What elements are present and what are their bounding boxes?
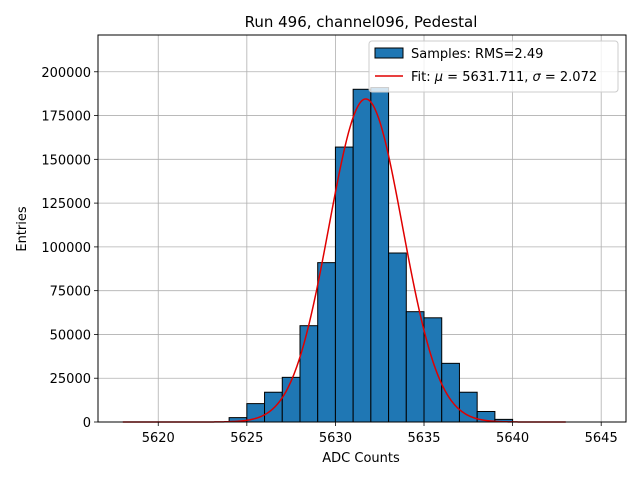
x-tick-label: 5635 xyxy=(407,431,440,446)
y-tick-label: 25000 xyxy=(50,372,91,387)
y-axis-label: Entries xyxy=(15,206,30,252)
y-tick-label: 200000 xyxy=(41,66,91,81)
histogram-bar xyxy=(405,311,425,423)
histogram-bar xyxy=(423,317,443,423)
y-tick-label: 50000 xyxy=(50,328,91,343)
histogram-bar xyxy=(299,325,319,423)
legend-box xyxy=(368,40,619,93)
histogram-bar xyxy=(388,252,407,423)
x-tick-label: 5640 xyxy=(496,431,529,446)
histogram-bar xyxy=(264,391,283,423)
x-tick-label: 5625 xyxy=(230,431,263,446)
histogram-bar xyxy=(441,362,460,423)
y-tick-label: 75000 xyxy=(50,285,91,300)
axis-ticks: 5620 5625 5630 5635 5640 5645 0 25000 50000 75000… xyxy=(41,66,617,446)
histogram-bar xyxy=(334,146,354,423)
legend-samples-label: Samples: RMS=2.49 xyxy=(411,47,543,62)
legend-fit-mu-symbol: μ xyxy=(434,70,443,85)
legend-fit-mu-value: = 5631.711, xyxy=(443,70,532,85)
y-tick-label: 175000 xyxy=(41,110,91,125)
histogram-bar xyxy=(317,262,336,423)
legend-fit-sigma-value: = 2.072 xyxy=(541,70,597,85)
legend: Samples: RMS=2.49 Fit: μ = 5631.711, σ =… xyxy=(368,40,619,93)
y-tick-label: 150000 xyxy=(41,153,91,168)
histogram-bar xyxy=(352,88,372,423)
x-tick-label: 5645 xyxy=(585,431,618,446)
y-tick-label: 0 xyxy=(83,416,91,431)
legend-fit-sigma-symbol: σ xyxy=(533,70,542,85)
y-tick-label: 100000 xyxy=(41,241,91,256)
x-tick-label: 5620 xyxy=(142,431,175,446)
chart-title: Run 496, channel096, Pedestal xyxy=(245,13,478,31)
x-axis-label: ADC Counts xyxy=(322,451,400,466)
y-tick-label: 125000 xyxy=(41,197,91,212)
legend-samples-swatch xyxy=(374,47,404,59)
histogram-bars xyxy=(228,87,514,423)
histogram-bar xyxy=(281,376,301,423)
plot-frame xyxy=(97,34,627,423)
legend-fit-prefix: Fit: xyxy=(411,70,435,85)
x-tick-label: 5630 xyxy=(319,431,352,446)
histogram-bar xyxy=(370,87,390,423)
legend-fit-label: Fit: μ = 5631.711, σ = 2.072 xyxy=(411,70,597,85)
